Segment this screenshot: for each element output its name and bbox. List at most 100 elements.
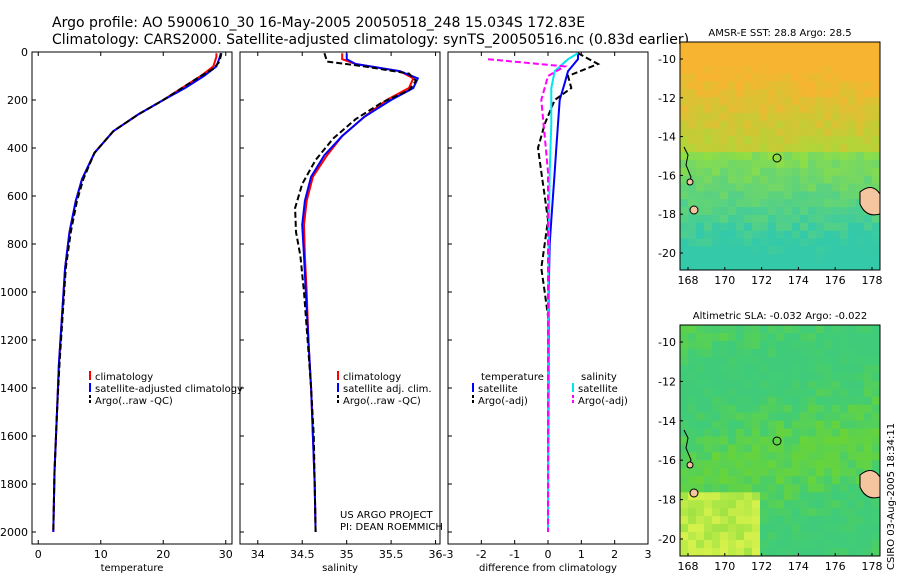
map-cell <box>816 199 825 208</box>
map-cell <box>824 364 833 374</box>
map-cell <box>840 191 849 200</box>
map-cell <box>704 548 713 557</box>
map-cell <box>776 500 785 509</box>
map-cell <box>776 222 785 232</box>
map-cell <box>808 412 817 422</box>
map-cell <box>808 404 817 414</box>
map-cell <box>696 412 705 422</box>
map-cell <box>728 238 737 247</box>
map-cell <box>720 136 729 145</box>
map-cell <box>832 484 841 493</box>
map-cell <box>848 333 857 342</box>
map-cell <box>832 356 841 366</box>
map-cell <box>680 104 689 114</box>
map-cell <box>816 144 825 153</box>
map-cell <box>720 120 729 129</box>
map-cell <box>864 175 873 185</box>
map-cell <box>752 159 761 169</box>
map-cell <box>704 420 713 430</box>
legend-entry-3: Argo(..raw -QC) <box>337 395 421 407</box>
map-cell <box>872 57 881 67</box>
map-cell <box>800 73 809 82</box>
map-cell <box>728 191 737 200</box>
map-cell <box>816 420 825 430</box>
map-cell <box>712 104 721 114</box>
map-cell <box>696 65 705 74</box>
map-cell <box>776 444 785 453</box>
legend-label: satellite adj. clim. <box>343 384 432 395</box>
map-cell <box>720 500 729 509</box>
map-cell <box>688 230 697 240</box>
map-cell <box>712 460 721 469</box>
map-cell <box>784 412 793 422</box>
legend-label: Argo(-adj) <box>578 396 628 407</box>
map-cell <box>840 136 849 145</box>
x-tick-label: 2 <box>611 548 618 561</box>
map-cell <box>832 388 841 398</box>
map-cell <box>792 388 801 398</box>
map-cell <box>704 167 713 177</box>
map-cell <box>736 396 745 406</box>
map-cell <box>800 120 809 129</box>
map-cell <box>720 81 729 90</box>
map-cell <box>736 89 745 98</box>
map-cell <box>792 104 801 114</box>
x-tick-label: 10 <box>94 548 108 561</box>
map-cell <box>840 436 849 445</box>
map-cell <box>776 508 785 517</box>
map-cell <box>872 548 881 557</box>
map-cell <box>760 476 769 485</box>
map-cell <box>800 404 809 414</box>
map-cell <box>720 356 729 366</box>
map-cell <box>752 460 761 469</box>
map-cell <box>760 484 769 493</box>
map-cell <box>872 428 881 438</box>
map-cell <box>680 57 689 67</box>
map-cell <box>704 444 713 453</box>
map-cell <box>816 508 825 517</box>
map-cell <box>704 89 713 98</box>
map-cell <box>800 333 809 342</box>
map-cell <box>728 380 737 390</box>
map-cell <box>736 388 745 398</box>
map-cell <box>872 230 881 240</box>
map-cell <box>816 492 825 501</box>
map-cell <box>864 396 873 406</box>
map-cell <box>848 524 857 533</box>
map-cell <box>744 128 753 137</box>
map-cell <box>800 492 809 501</box>
map-cell <box>856 215 865 224</box>
map-cell <box>864 460 873 469</box>
map-cell <box>752 372 761 382</box>
map-cell <box>840 57 849 67</box>
map-y-tick-label: -20 <box>658 533 676 546</box>
map-cell <box>848 65 857 74</box>
map-cell <box>768 492 777 501</box>
map-cell <box>776 136 785 145</box>
map-cell <box>760 508 769 517</box>
map-cell <box>816 452 825 461</box>
map-cell <box>760 215 769 224</box>
map-cell <box>768 460 777 469</box>
map-cell <box>696 104 705 114</box>
map-cell <box>688 484 697 493</box>
map-cell <box>816 215 825 224</box>
map-cell <box>720 452 729 461</box>
map-cell <box>800 222 809 232</box>
map-cell <box>760 548 769 557</box>
map-cell <box>824 333 833 342</box>
map-cell <box>688 104 697 114</box>
map-cell <box>808 436 817 445</box>
map-cell <box>856 452 865 461</box>
map-cell <box>840 404 849 414</box>
map-cell <box>848 89 857 98</box>
map-cell <box>824 492 833 501</box>
map-cell <box>680 175 689 185</box>
map-cell <box>720 516 729 525</box>
map-cell <box>856 144 865 153</box>
map-cell <box>744 222 753 232</box>
map-cell <box>784 97 793 106</box>
map-cell <box>680 428 689 438</box>
x-axis-label: temperature <box>101 563 164 574</box>
map-cell <box>792 364 801 374</box>
